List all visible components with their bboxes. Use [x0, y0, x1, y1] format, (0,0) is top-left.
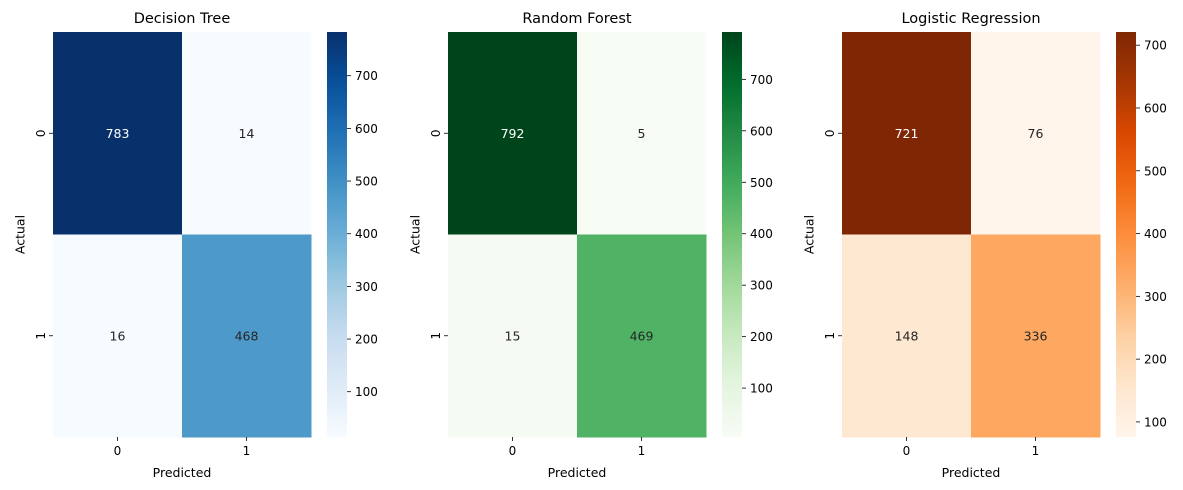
- x-tick-label: 0: [903, 444, 911, 458]
- y-tick-label: 1: [429, 332, 443, 340]
- x-tick-label: 1: [638, 444, 646, 458]
- colorbar: [327, 32, 347, 437]
- y-axis-label: Actual: [13, 215, 28, 254]
- heatmap-cell: [53, 32, 183, 235]
- colorbar-tick-label: 700: [1144, 39, 1167, 53]
- cell-value-label: 336: [1024, 328, 1048, 343]
- heatmap-cell: [577, 32, 707, 235]
- colorbar-tick-label: 400: [750, 227, 773, 241]
- y-axis-label: Actual: [802, 215, 817, 254]
- colorbar: [722, 32, 742, 437]
- colorbar: [1116, 32, 1136, 437]
- x-tick-label: 1: [1032, 444, 1040, 458]
- chart-title: Random Forest: [522, 11, 631, 27]
- cell-value-label: 148: [895, 328, 919, 343]
- colorbar-tick-label: 700: [750, 73, 773, 87]
- heatmap-cell: [53, 234, 183, 438]
- x-axis-label: Predicted: [942, 465, 1001, 480]
- colorbar-tick-label: 300: [1144, 290, 1167, 304]
- heatmap-cell: [448, 32, 578, 235]
- cell-value-label: 76: [1028, 126, 1044, 141]
- colorbar-tick-label: 200: [355, 333, 378, 347]
- heatmap-cell: [971, 32, 1101, 235]
- y-axis-label: Actual: [408, 215, 423, 254]
- cell-value-label: 792: [501, 126, 525, 141]
- x-tick-label: 0: [509, 444, 517, 458]
- cell-value-label: 15: [505, 328, 521, 343]
- colorbar-tick-label: 100: [355, 385, 378, 399]
- colorbar-tick-label: 200: [1144, 353, 1167, 367]
- x-axis-label: Predicted: [548, 465, 607, 480]
- colorbar-tick-label: 300: [355, 280, 378, 294]
- cell-value-label: 468: [235, 328, 259, 343]
- colorbar-tick-label: 600: [355, 122, 378, 136]
- cell-value-label: 16: [110, 328, 126, 343]
- colorbar-tick-label: 400: [355, 227, 378, 241]
- colorbar-tick-label: 600: [750, 124, 773, 138]
- colorbar-tick-label: 200: [750, 330, 773, 344]
- cell-value-label: 5: [638, 126, 646, 141]
- colorbar-tick-label: 500: [355, 175, 378, 189]
- heatmap-cell: [577, 234, 707, 438]
- colorbar-tick-label: 600: [1144, 101, 1167, 115]
- heatmap-cell: [182, 234, 312, 438]
- colorbar-tick-label: 500: [750, 176, 773, 190]
- heatmap-cell: [448, 234, 578, 438]
- colorbar-tick-label: 300: [750, 279, 773, 293]
- cell-value-label: 469: [630, 328, 654, 343]
- y-tick-label: 1: [34, 332, 48, 340]
- heatmap-cell: [971, 234, 1101, 438]
- x-axis-label: Predicted: [153, 465, 212, 480]
- colorbar-tick-label: 100: [750, 382, 773, 396]
- chart-title: Decision Tree: [134, 11, 231, 27]
- x-tick-label: 1: [243, 444, 251, 458]
- colorbar-tick-label: 400: [1144, 227, 1167, 241]
- cell-value-label: 14: [239, 126, 255, 141]
- cell-value-label: 783: [106, 126, 130, 141]
- y-tick-label: 0: [823, 129, 837, 137]
- y-tick-label: 0: [34, 129, 48, 137]
- heatmap-cell: [842, 32, 972, 235]
- heatmap-cell: [842, 234, 972, 438]
- x-tick-label: 0: [114, 444, 122, 458]
- chart-title: Logistic Regression: [901, 11, 1040, 27]
- heatmap-cell: [182, 32, 312, 235]
- y-tick-label: 0: [429, 129, 443, 137]
- colorbar-tick-label: 500: [1144, 164, 1167, 178]
- y-tick-label: 1: [823, 332, 837, 340]
- colorbar-tick-label: 100: [1144, 415, 1167, 429]
- colorbar-tick-label: 700: [355, 69, 378, 83]
- cell-value-label: 721: [895, 126, 919, 141]
